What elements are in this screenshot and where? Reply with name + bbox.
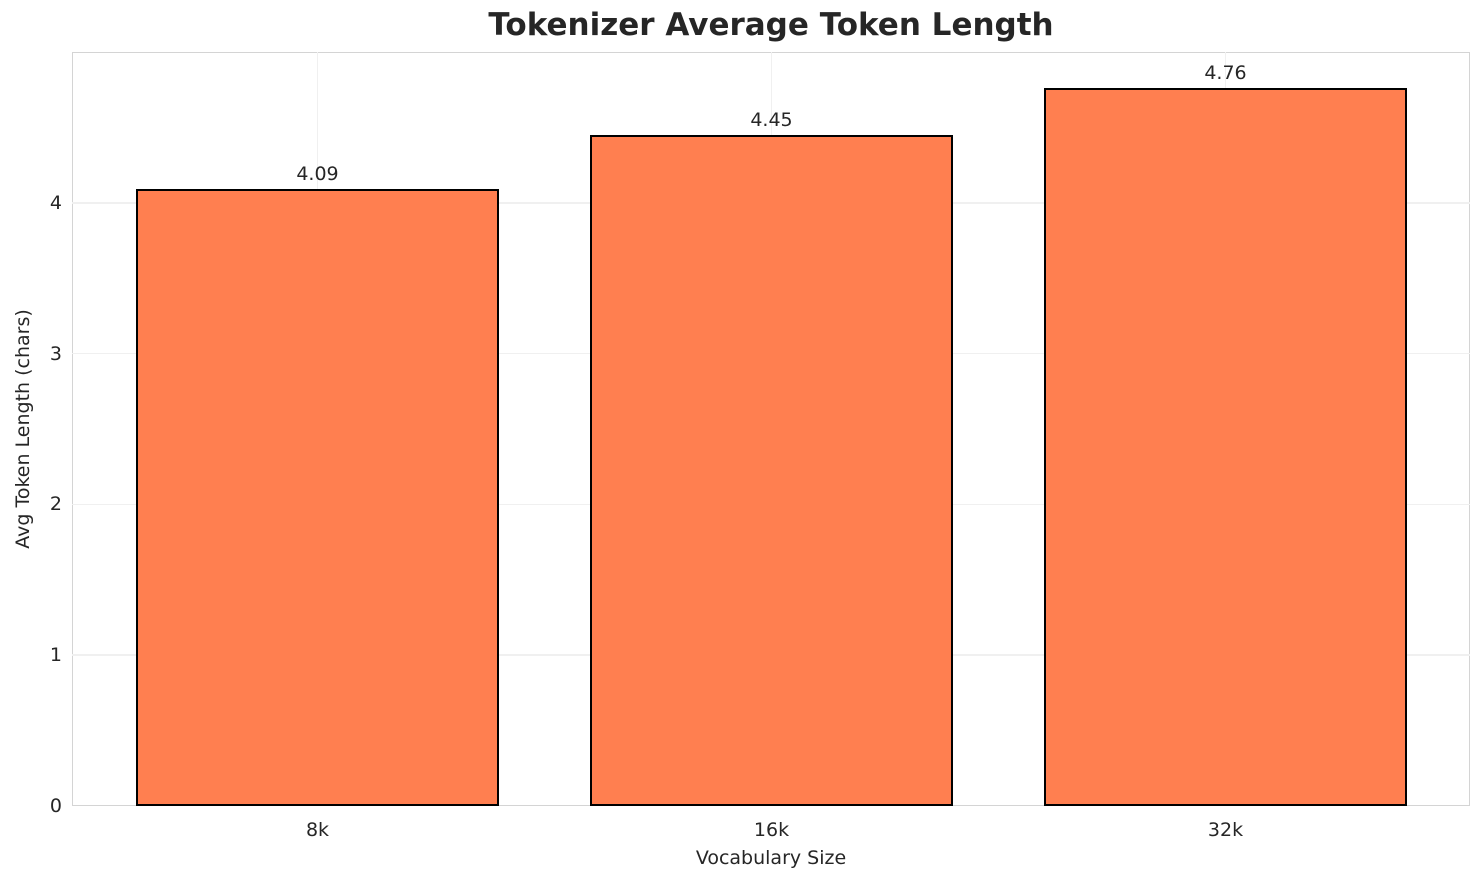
bar-32k [1044,88,1407,806]
y-tick-label-4: 4 [49,191,62,214]
bar-8k [136,189,499,806]
y-tick-label-2: 2 [49,493,62,516]
y-tick-label-3: 3 [49,342,62,365]
x-tick-label-8k: 8k [305,819,330,841]
y-tick-label-0: 0 [49,795,62,817]
bar-value-label-16k: 4.45 [750,108,793,131]
bar-16k [590,134,953,806]
x-axis-label: Vocabulary Size [695,847,847,869]
chart-title: Tokenizer Average Token Length [488,7,1054,43]
x-tick-label-32k: 32k [1207,819,1244,841]
plot-area: 4.09 4.45 4.76 [72,52,1470,806]
bar-value-label-32k: 4.76 [1204,62,1247,85]
bar-value-label-8k: 4.09 [296,163,339,186]
y-tick-label-1: 1 [49,644,62,667]
x-tick-label-16k: 16k [753,819,790,841]
